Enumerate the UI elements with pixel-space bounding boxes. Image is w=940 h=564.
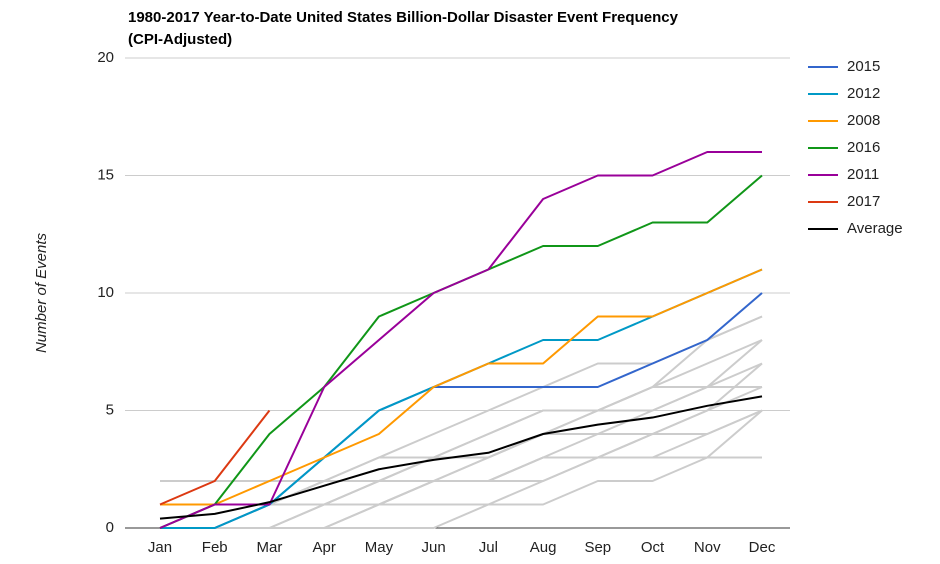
y-tick-label: 10	[97, 284, 114, 301]
other-year-line	[160, 456, 762, 482]
x-tick-label: Feb	[202, 539, 228, 556]
x-tick-label: Jun	[422, 539, 446, 556]
x-tick-label: Jan	[148, 539, 172, 556]
y-tick-label: 5	[106, 401, 114, 418]
series-line	[160, 268, 763, 506]
chart-title: 1980-2017 Year-to-Date United States Bil…	[128, 9, 679, 26]
x-tick-label: Nov	[694, 539, 721, 556]
legend-label: 2012	[847, 85, 880, 102]
series-line	[159, 174, 763, 529]
x-tick-label: Sep	[584, 539, 611, 556]
other-year-line	[160, 339, 763, 529]
y-tick-label: 0	[106, 519, 114, 536]
series-line	[159, 151, 762, 529]
x-tick-label: Jul	[479, 539, 498, 556]
x-tick-label: May	[365, 539, 394, 556]
y-axis-label: Number of Events	[33, 232, 50, 353]
series-line	[159, 409, 271, 506]
x-tick-label: Dec	[749, 539, 776, 556]
other-year-line	[159, 315, 763, 529]
chart-subtitle: (CPI-Adjusted)	[128, 31, 232, 48]
legend-label: 2017	[847, 193, 880, 210]
y-tick-label: 20	[97, 49, 114, 66]
legend-label: 2015	[847, 58, 880, 75]
legend-label: 2011	[847, 166, 879, 183]
legend-label: 2008	[847, 112, 880, 129]
y-tick-label: 15	[97, 166, 114, 183]
x-tick-label: Mar	[257, 539, 283, 556]
x-tick-label: Apr	[313, 539, 336, 556]
x-tick-label: Aug	[530, 539, 557, 556]
x-tick-label: Oct	[641, 539, 665, 556]
series-line	[159, 395, 763, 520]
legend-label: Average	[847, 220, 903, 237]
legend-label: 2016	[847, 139, 880, 156]
